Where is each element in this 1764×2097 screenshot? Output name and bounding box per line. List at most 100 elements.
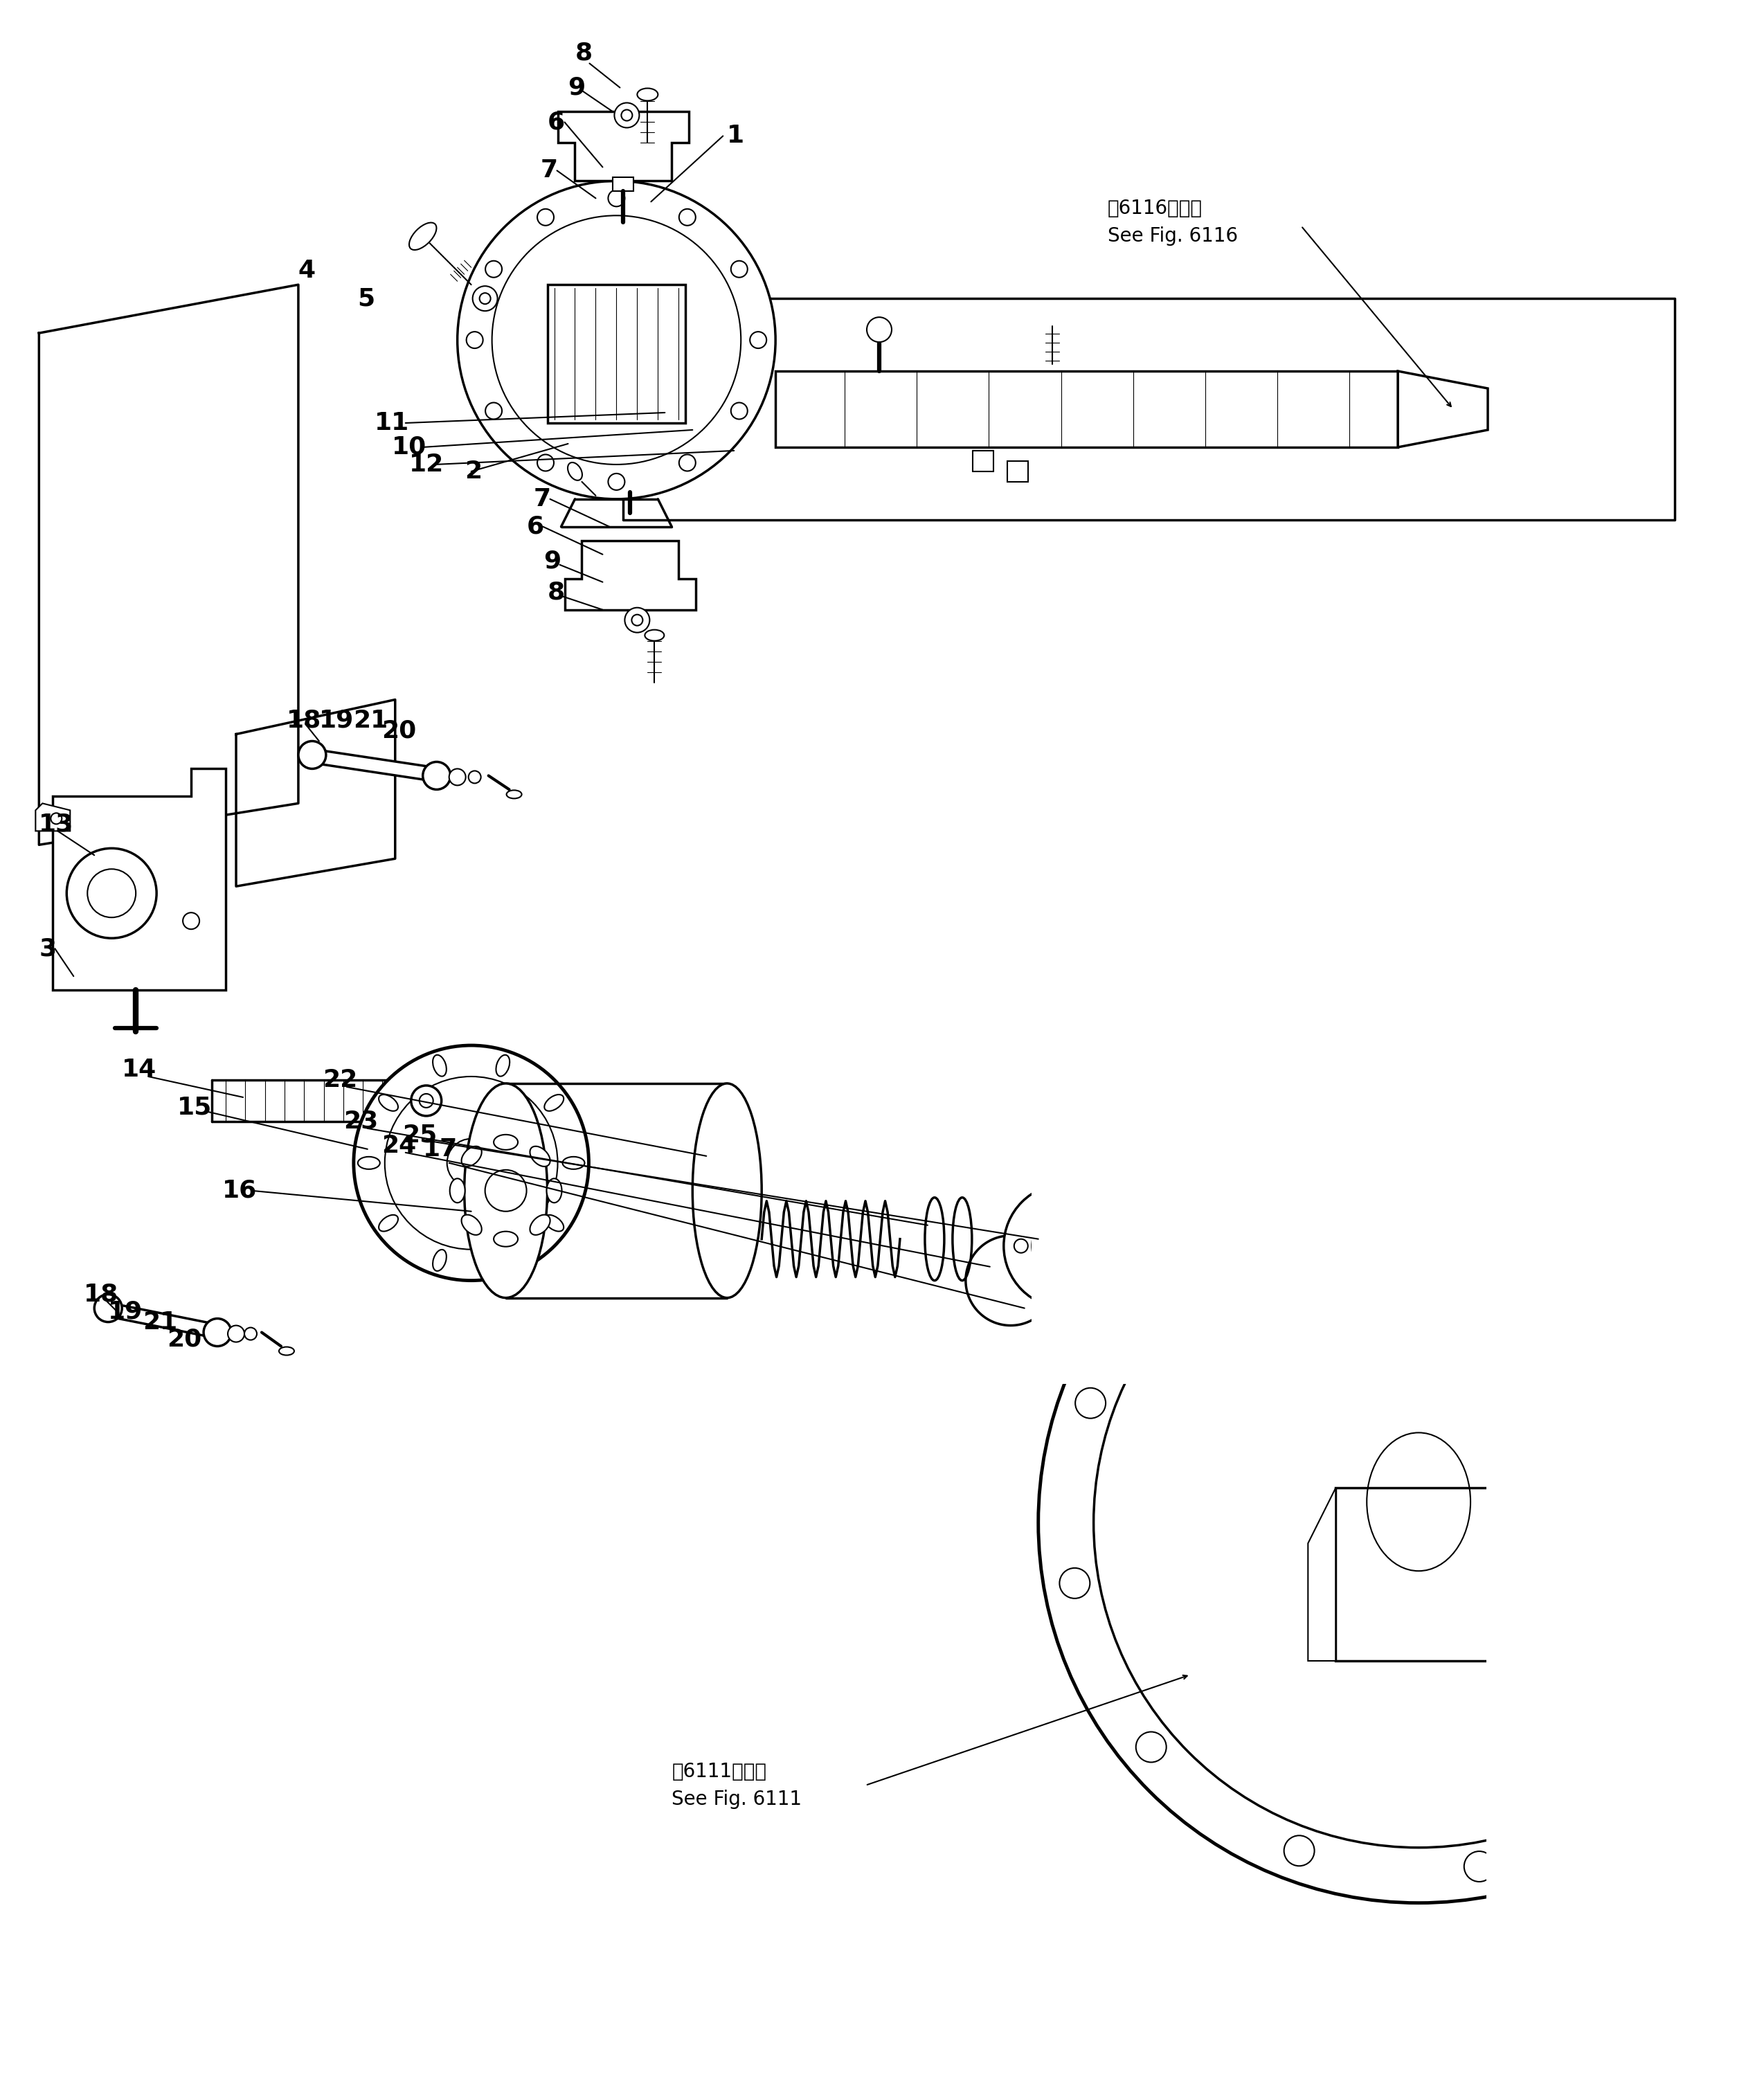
Text: 21: 21 [143, 1311, 178, 1334]
Text: 9: 9 [543, 549, 561, 572]
Circle shape [51, 814, 62, 824]
Circle shape [1037, 1277, 1050, 1292]
Text: 25: 25 [402, 1124, 437, 1147]
Circle shape [1732, 1627, 1762, 1657]
Ellipse shape [379, 1214, 399, 1231]
Text: 18: 18 [85, 1283, 118, 1306]
Polygon shape [612, 178, 633, 191]
Ellipse shape [568, 463, 582, 480]
Ellipse shape [545, 1095, 564, 1111]
Ellipse shape [646, 629, 665, 642]
Text: See Fig. 6116: See Fig. 6116 [1108, 226, 1238, 245]
Ellipse shape [432, 1055, 446, 1076]
Text: 13: 13 [39, 812, 74, 837]
Text: 17: 17 [423, 1137, 457, 1162]
Text: 15: 15 [178, 1097, 212, 1120]
Circle shape [1081, 1199, 1095, 1214]
Circle shape [614, 103, 639, 128]
Polygon shape [1501, 1489, 1529, 1661]
Text: 12: 12 [409, 453, 445, 476]
Circle shape [1178, 1239, 1210, 1271]
Circle shape [228, 1325, 245, 1342]
Circle shape [1104, 1239, 1118, 1252]
Polygon shape [101, 1302, 222, 1340]
Polygon shape [53, 770, 226, 990]
Ellipse shape [529, 1214, 550, 1235]
Circle shape [423, 761, 450, 788]
Text: 第6116図参照: 第6116図参照 [1108, 199, 1203, 218]
Polygon shape [35, 803, 71, 830]
Ellipse shape [494, 1134, 519, 1149]
Polygon shape [1397, 371, 1487, 447]
Circle shape [1136, 1732, 1166, 1761]
Circle shape [485, 260, 503, 277]
Text: 14: 14 [122, 1057, 157, 1082]
Text: See Fig. 6111: See Fig. 6111 [672, 1789, 803, 1810]
Circle shape [1004, 1183, 1129, 1309]
Ellipse shape [506, 791, 522, 799]
Circle shape [866, 317, 891, 342]
Ellipse shape [432, 1250, 446, 1271]
Circle shape [298, 740, 326, 770]
Circle shape [1748, 1447, 1764, 1476]
Polygon shape [564, 541, 697, 610]
Circle shape [609, 191, 624, 206]
Text: 6: 6 [526, 516, 543, 539]
Text: 21: 21 [353, 709, 388, 732]
Bar [776, 371, 1397, 447]
Circle shape [485, 403, 503, 419]
Text: 10: 10 [392, 436, 427, 459]
Bar [547, 285, 686, 424]
Text: 3: 3 [39, 937, 56, 960]
Text: 24: 24 [381, 1134, 416, 1158]
Circle shape [93, 1294, 122, 1321]
Circle shape [1628, 1774, 1658, 1806]
Text: 19: 19 [108, 1300, 143, 1323]
Circle shape [1060, 1569, 1090, 1598]
Ellipse shape [462, 1214, 482, 1235]
Text: 22: 22 [323, 1067, 358, 1093]
Ellipse shape [450, 1179, 466, 1204]
Circle shape [1284, 1835, 1314, 1866]
Ellipse shape [563, 1158, 584, 1170]
Bar [1007, 461, 1028, 482]
Ellipse shape [496, 1250, 510, 1271]
Text: 6: 6 [547, 111, 564, 134]
Ellipse shape [409, 222, 436, 250]
Circle shape [1014, 1239, 1028, 1252]
Text: 11: 11 [374, 411, 409, 434]
Circle shape [1671, 1283, 1702, 1313]
Circle shape [538, 210, 554, 226]
Ellipse shape [496, 1055, 510, 1076]
Ellipse shape [637, 88, 658, 101]
Bar [1487, 1011, 1764, 1910]
Text: 7: 7 [533, 487, 550, 512]
Circle shape [1039, 1143, 1764, 1902]
Ellipse shape [545, 1214, 564, 1231]
Ellipse shape [464, 1084, 547, 1298]
Circle shape [457, 180, 776, 499]
Polygon shape [557, 111, 690, 180]
Text: 20: 20 [168, 1327, 201, 1350]
Ellipse shape [547, 1179, 561, 1204]
Text: 20: 20 [381, 719, 416, 742]
Circle shape [469, 772, 482, 784]
Text: 8: 8 [547, 581, 564, 604]
Ellipse shape [494, 1231, 519, 1246]
Circle shape [538, 455, 554, 472]
Text: 7: 7 [540, 159, 557, 182]
Text: 4: 4 [298, 260, 316, 283]
Circle shape [1342, 1164, 1372, 1193]
Circle shape [411, 1086, 441, 1116]
Circle shape [1522, 1179, 1554, 1210]
Circle shape [67, 849, 157, 937]
Circle shape [621, 109, 632, 122]
Circle shape [609, 474, 624, 491]
Ellipse shape [358, 1158, 379, 1170]
Polygon shape [305, 749, 443, 782]
Ellipse shape [693, 1084, 762, 1298]
Circle shape [1464, 1852, 1494, 1881]
Circle shape [624, 608, 649, 633]
Text: 2: 2 [464, 459, 482, 482]
Text: 8: 8 [575, 42, 593, 65]
